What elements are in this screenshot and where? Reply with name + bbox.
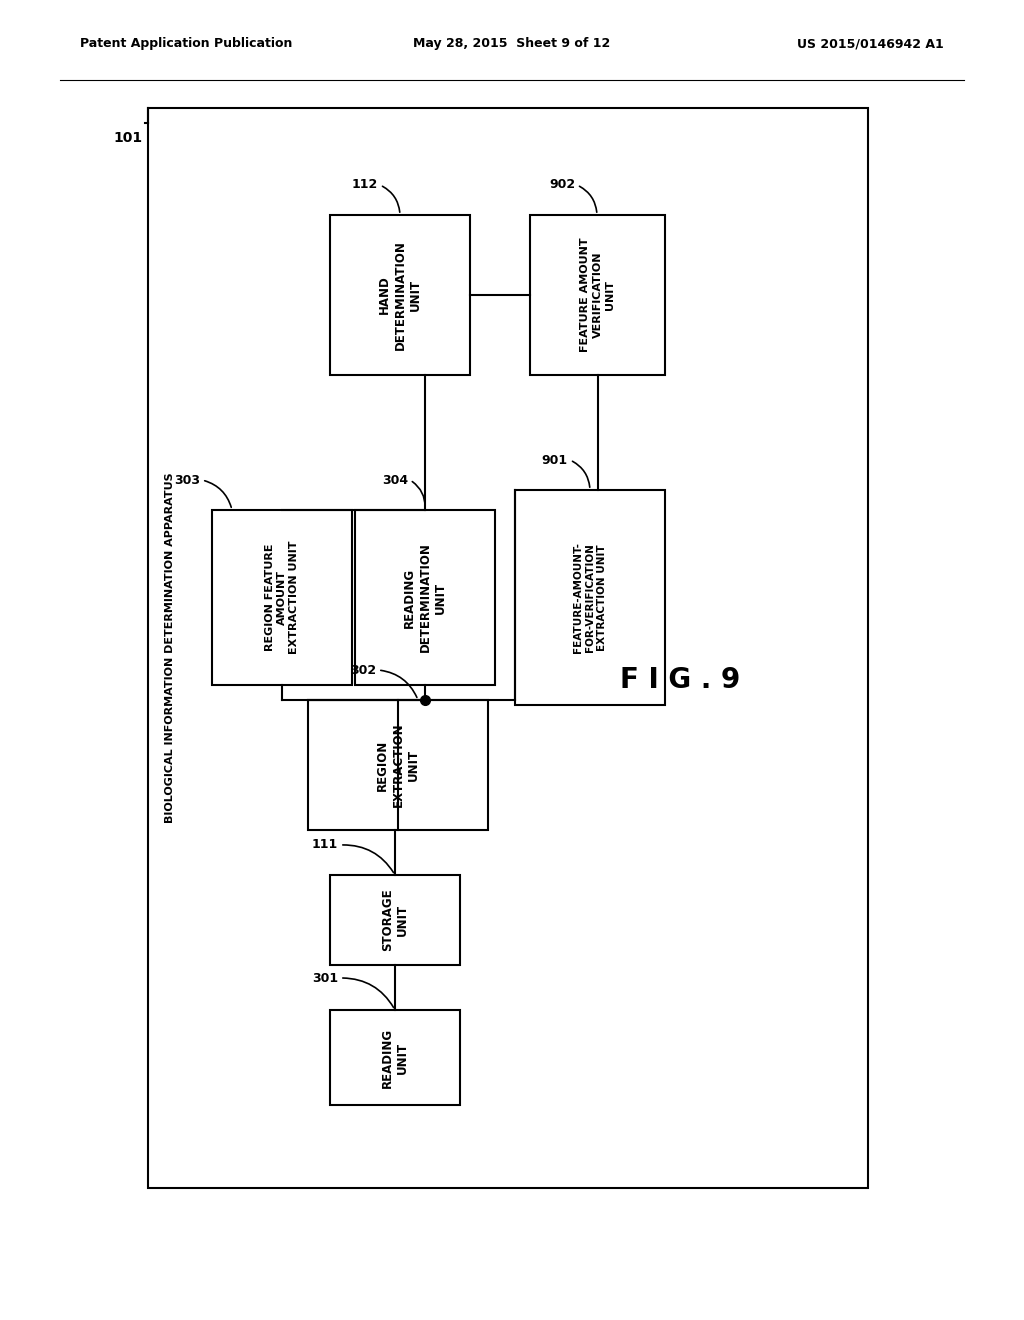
Text: 112: 112 <box>352 178 378 191</box>
Text: 101: 101 <box>114 131 143 145</box>
Text: HAND
DETERMINATION
UNIT: HAND DETERMINATION UNIT <box>378 240 422 350</box>
Bar <box>308 700 488 830</box>
Text: 303: 303 <box>174 474 200 487</box>
Bar <box>330 875 460 965</box>
Bar <box>330 215 470 375</box>
Text: BIOLOGICAL INFORMATION DETERMINATION APPARATUS: BIOLOGICAL INFORMATION DETERMINATION APP… <box>165 473 175 824</box>
Bar <box>148 108 868 1188</box>
Text: READING
DETERMINATION
UNIT: READING DETERMINATION UNIT <box>403 543 447 652</box>
Bar <box>530 215 665 375</box>
Text: 901: 901 <box>542 454 568 466</box>
Text: May 28, 2015  Sheet 9 of 12: May 28, 2015 Sheet 9 of 12 <box>414 37 610 50</box>
Bar <box>212 510 352 685</box>
Bar <box>515 490 665 705</box>
Text: US 2015/0146942 A1: US 2015/0146942 A1 <box>798 37 944 50</box>
Text: REGION FEATURE
AMOUNT
EXTRACTION UNIT: REGION FEATURE AMOUNT EXTRACTION UNIT <box>265 541 299 655</box>
Text: 301: 301 <box>312 972 338 985</box>
Bar <box>330 1010 460 1105</box>
Text: 302: 302 <box>350 664 376 676</box>
Text: 111: 111 <box>311 838 338 851</box>
Bar <box>355 510 495 685</box>
Text: READING
UNIT: READING UNIT <box>381 1027 410 1088</box>
Text: FEATURE-AMOUNT-
FOR-VERIFICATION
EXTRACTION UNIT: FEATURE-AMOUNT- FOR-VERIFICATION EXTRACT… <box>573 543 607 653</box>
Text: 304: 304 <box>382 474 408 487</box>
Text: 902: 902 <box>549 178 575 191</box>
Text: Patent Application Publication: Patent Application Publication <box>80 37 293 50</box>
Text: FEATURE AMOUNT
VERIFICATION
UNIT: FEATURE AMOUNT VERIFICATION UNIT <box>581 238 614 352</box>
Text: STORAGE
UNIT: STORAGE UNIT <box>381 888 410 952</box>
Text: REGION
EXTRACTION
UNIT: REGION EXTRACTION UNIT <box>376 722 420 808</box>
Text: F I G . 9: F I G . 9 <box>620 667 740 694</box>
